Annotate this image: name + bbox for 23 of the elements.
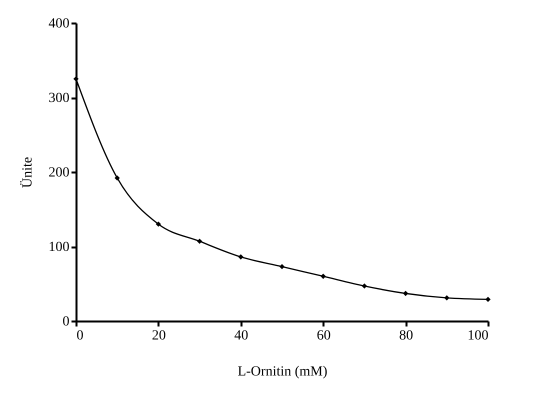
x-axis-title: L-Ornitin (mM) — [238, 364, 328, 380]
x-tick-label: 20 — [152, 328, 166, 344]
x-tick-label: 80 — [399, 328, 414, 344]
point — [196, 238, 202, 244]
point — [485, 296, 491, 302]
point — [444, 295, 450, 301]
y-tick-label: 100 — [48, 240, 70, 255]
point — [402, 290, 408, 296]
y-tick-label: 200 — [48, 166, 70, 180]
x-tick-label: 40 — [234, 328, 248, 344]
point — [279, 264, 285, 270]
x-tick-label: 0 — [76, 328, 84, 344]
x-tick-label: 100 — [468, 328, 488, 344]
point — [114, 175, 120, 181]
y-tick-label: 0 — [62, 314, 70, 330]
y-axis-title: Ünite — [20, 156, 36, 188]
y-tick-label: 400 — [48, 16, 70, 32]
point — [238, 254, 244, 260]
y-tick-label: 300 — [48, 91, 70, 106]
point — [362, 283, 368, 289]
x-tick-label: 60 — [316, 328, 331, 344]
point — [320, 274, 326, 279]
point — [156, 222, 162, 227]
